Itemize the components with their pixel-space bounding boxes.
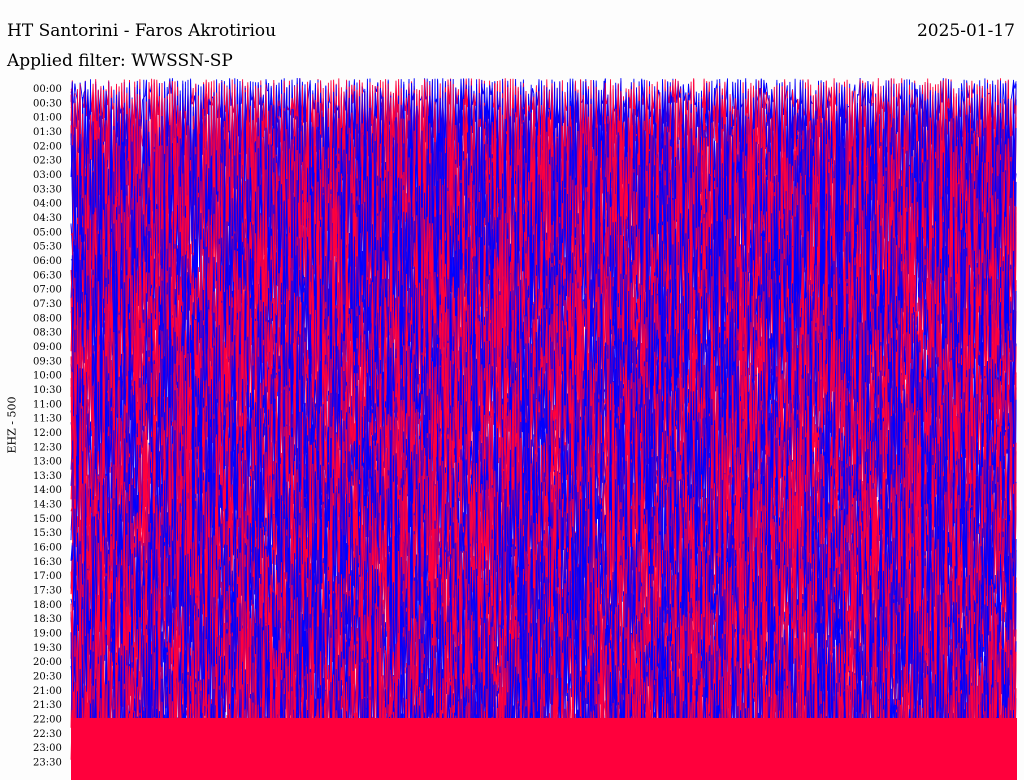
- time-label: 00:30: [33, 98, 62, 109]
- time-label: 05:30: [33, 242, 62, 253]
- time-label: 19:00: [33, 629, 62, 640]
- time-label: 19:30: [33, 643, 62, 654]
- time-label: 02:30: [33, 156, 62, 167]
- time-label: 09:00: [33, 342, 62, 353]
- saturated-trace-band: [71, 718, 1017, 780]
- time-label: 02:00: [33, 141, 62, 152]
- time-label: 20:30: [33, 672, 62, 683]
- time-label: 20:00: [33, 657, 62, 668]
- time-label: 03:00: [33, 170, 62, 181]
- time-label: 13:30: [33, 471, 62, 482]
- time-label: 04:00: [33, 199, 62, 210]
- time-label: 23:30: [33, 758, 62, 769]
- filter-label: Applied filter: WWSSN-SP: [7, 51, 233, 71]
- time-label: 11:00: [33, 399, 62, 410]
- time-label: 09:30: [33, 356, 62, 367]
- time-label: 16:00: [33, 543, 62, 554]
- time-label: 22:00: [33, 715, 62, 726]
- time-label: 18:30: [33, 614, 62, 625]
- time-label: 03:30: [33, 184, 62, 195]
- time-label: 11:30: [33, 414, 62, 425]
- time-label: 10:30: [33, 385, 62, 396]
- time-label: 08:30: [33, 328, 62, 339]
- time-label: 07:30: [33, 299, 62, 310]
- time-axis-labels: 00:00 00:30 01:00 01:30 02:00 02:30 03:00 03:30…: [33, 84, 62, 769]
- time-label: 06:30: [33, 270, 62, 281]
- time-label: 01:00: [33, 113, 62, 124]
- station-title: HT Santorini - Faros Akrotiriou: [7, 21, 277, 41]
- time-label: 04:30: [33, 213, 62, 224]
- time-label: 15:00: [33, 514, 62, 525]
- time-label: 21:00: [33, 686, 62, 697]
- time-label: 10:00: [33, 371, 62, 382]
- time-label: 12:30: [33, 442, 62, 453]
- time-label: 17:30: [33, 586, 62, 597]
- time-label: 13:00: [33, 457, 62, 468]
- time-label: 23:00: [33, 743, 62, 754]
- time-label: 14:30: [33, 500, 62, 511]
- time-label: 07:00: [33, 285, 62, 296]
- time-label: 18:00: [33, 600, 62, 611]
- time-label: 00:00: [33, 84, 62, 95]
- time-label: 05:00: [33, 227, 62, 238]
- time-label: 22:30: [33, 729, 62, 740]
- time-label: 14:00: [33, 485, 62, 496]
- time-label: 12:00: [33, 428, 62, 439]
- record-date: 2025-01-17: [916, 21, 1015, 41]
- time-label: 16:30: [33, 557, 62, 568]
- time-label: 06:00: [33, 256, 62, 267]
- time-label: 15:30: [33, 528, 62, 539]
- time-label: 17:00: [33, 571, 62, 582]
- time-label: 01:30: [33, 127, 62, 138]
- time-label: 21:30: [33, 700, 62, 711]
- time-label: 08:00: [33, 313, 62, 324]
- seismic-traces: [70, 77, 1017, 780]
